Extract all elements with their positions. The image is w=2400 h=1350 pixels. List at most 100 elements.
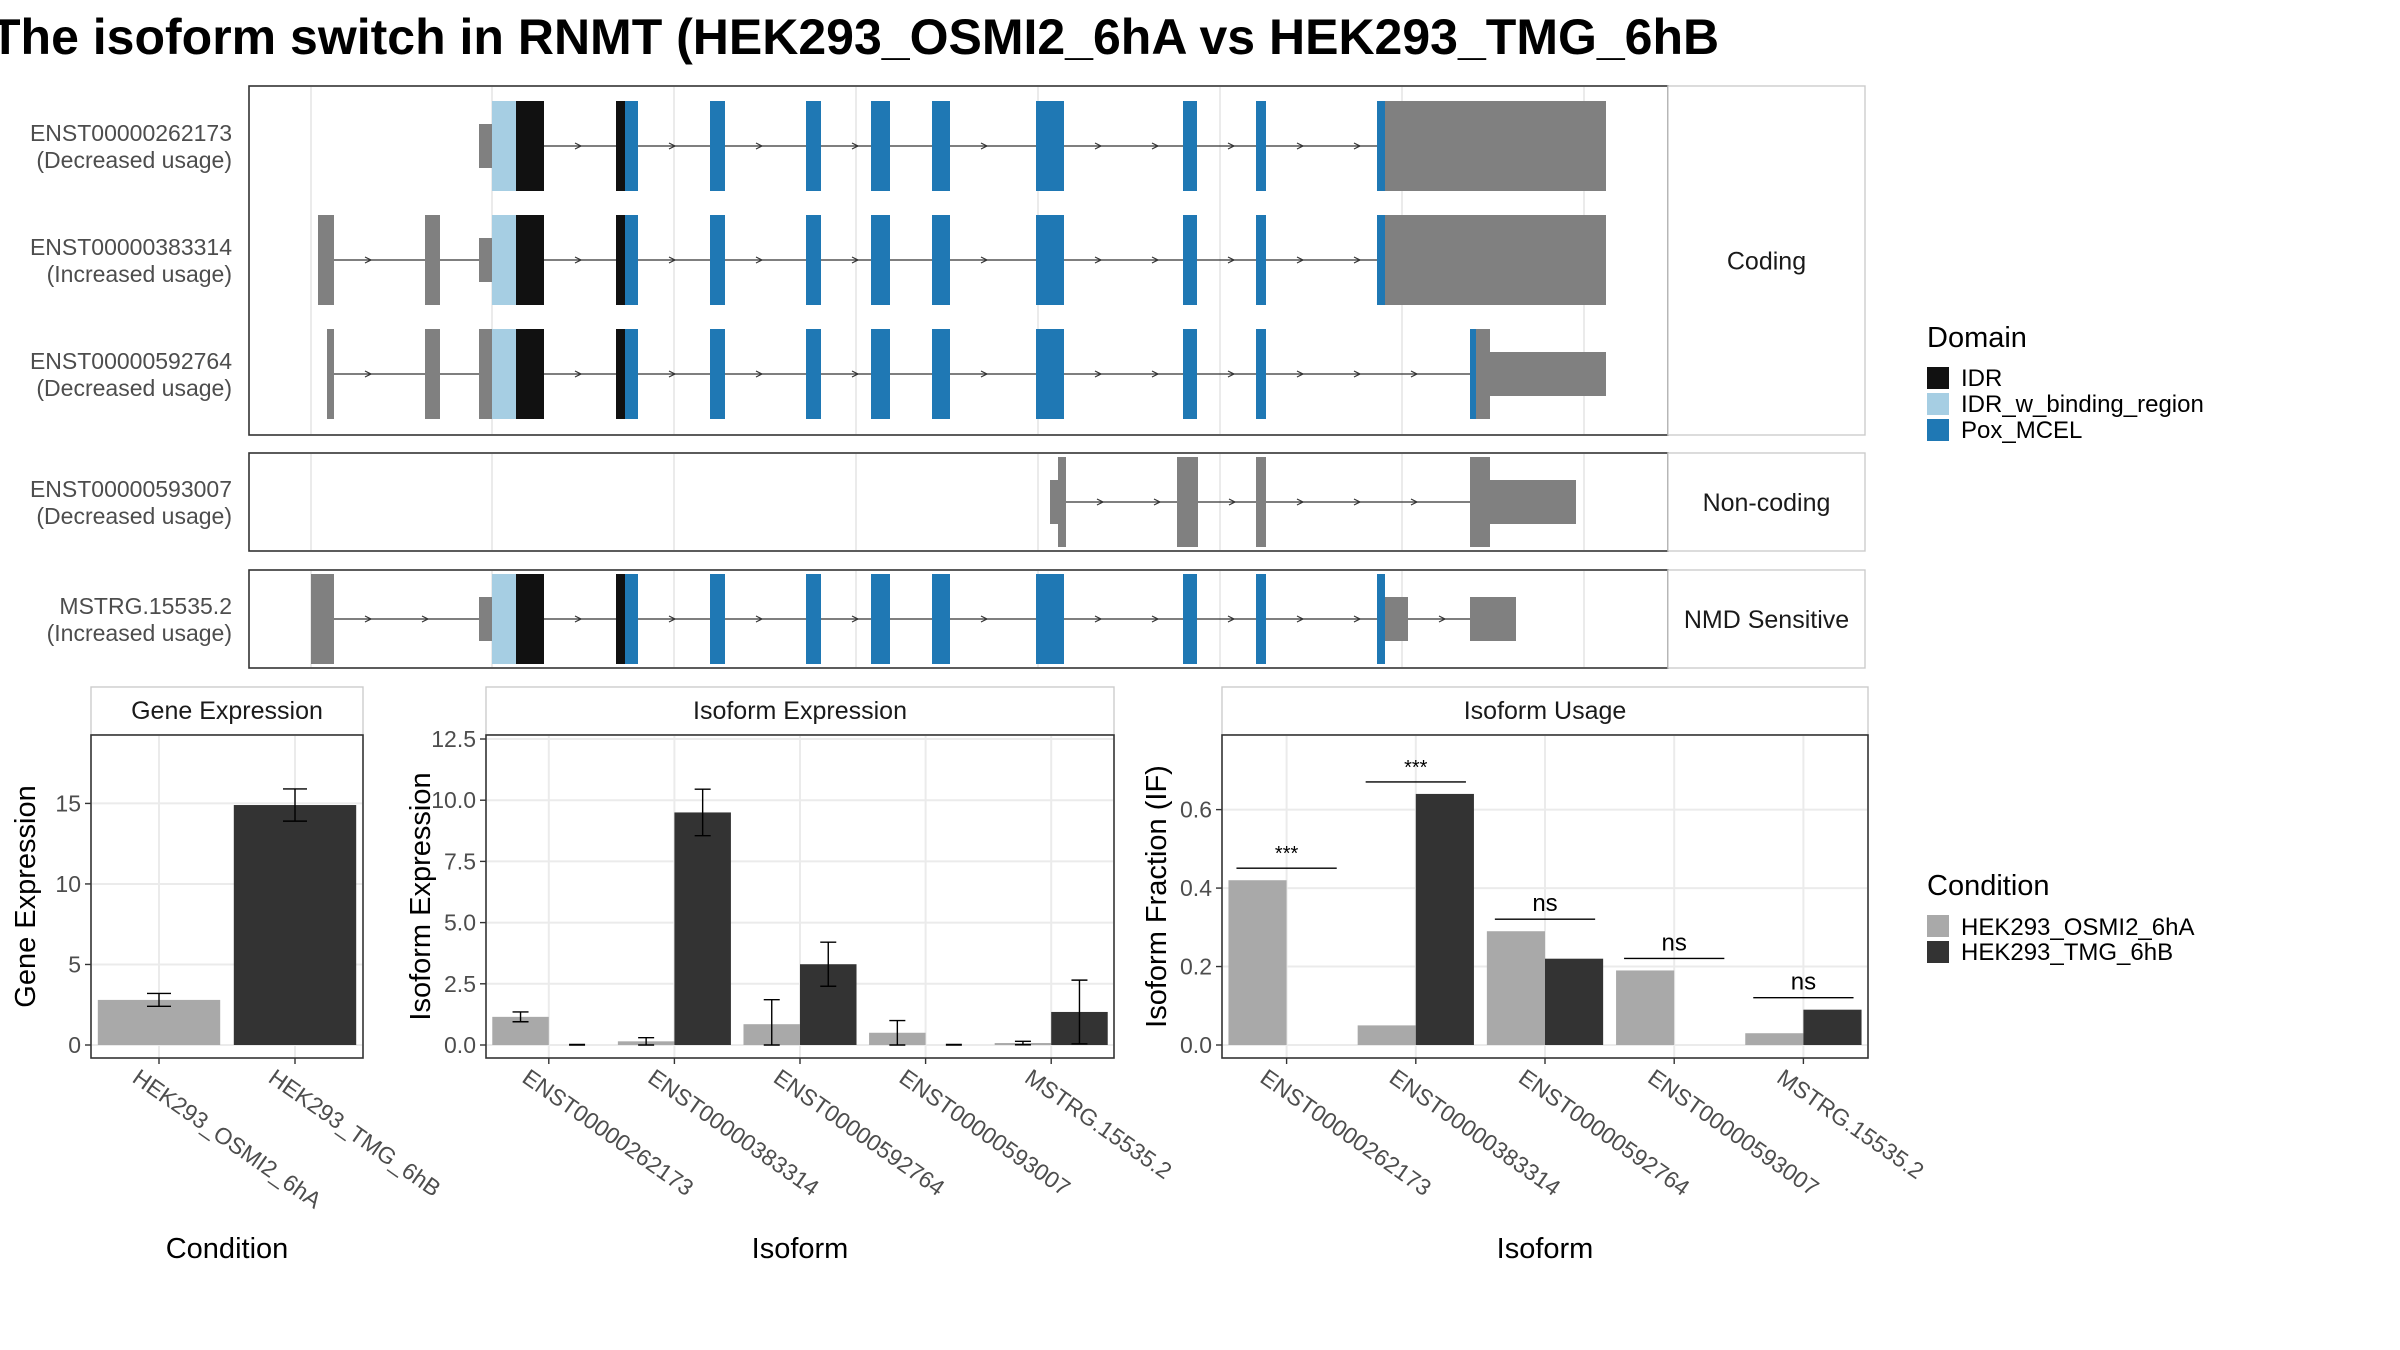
exon-block-utr: [1385, 101, 1606, 191]
legend-label-hek293-tmg-6hb: HEK293_TMG_6hB: [1961, 939, 2173, 966]
y-tick-label: 7.5: [444, 848, 476, 874]
strand-arrow: [980, 142, 989, 150]
bar-chart-1: Gene Expression 0 5 10 15 Gene Expression Cond…: [10, 686, 446, 1265]
y-tick-label: 0.2: [1180, 954, 1212, 980]
y-tick-label: 0.0: [444, 1032, 476, 1058]
exon-block-pox-mcel: [1256, 329, 1266, 419]
error-bar: [1071, 979, 1088, 1045]
exon-block-pox-mcel: [806, 215, 821, 305]
strand-arrow: [1296, 615, 1305, 623]
exon-block-idr: [516, 329, 544, 419]
legend-key-pox-mcel: [1927, 419, 1949, 441]
exon-block-pox-mcel: [710, 574, 725, 664]
transcript-id-label: ENST00000383314: [30, 234, 232, 260]
bar: [233, 805, 357, 1045]
transcript-usage-label: (Decreased usage): [36, 147, 232, 173]
exon-block-pox-mcel: [1183, 329, 1197, 419]
exon-block-pox-mcel: [806, 574, 821, 664]
strand-arrow: [1227, 142, 1236, 150]
exon-block-pox-mcel: [1256, 215, 1266, 305]
transcript-model: [1050, 457, 1576, 547]
bar-chart-3: Isoform Usage 0.0 0.2 0.4 0.6 Isoform Fractio…: [1141, 686, 1929, 1265]
exon-block-utr: [1058, 457, 1066, 547]
exon-block-pox-mcel: [1183, 215, 1197, 305]
exon-block-pox-mcel: [625, 574, 638, 664]
chart-title-strip: [1221, 686, 1869, 736]
y-tick-label: 0.0: [1180, 1032, 1212, 1058]
strand-arrow: [1094, 256, 1103, 264]
legend-label-idr: IDR: [1961, 365, 2002, 392]
strand-arrow: [851, 256, 860, 264]
y-tick-label: 12.5: [431, 726, 476, 752]
exon-block-utr: [1177, 457, 1198, 547]
y-tick-label: 5.0: [444, 910, 476, 936]
transcript-structure-panel: Coding Non-coding NMD Sensitive ENST0000026…: [30, 85, 1866, 669]
chart-title: Isoform Usage: [1464, 697, 1627, 725]
bar: [1745, 1033, 1804, 1045]
exon-block-pox-mcel: [625, 215, 638, 305]
error-bar: [763, 999, 780, 1046]
exon-block-utr: [1490, 480, 1576, 524]
condition-legend-title: Condition: [1927, 870, 2050, 902]
significance-label: ***: [1275, 843, 1299, 865]
transcript-id-label: ENST00000592764: [30, 348, 232, 374]
facet-strip: [1667, 569, 1866, 669]
exon-block-utr: [425, 329, 440, 419]
significance-label: ns: [1791, 969, 1816, 996]
x-axis-label: Condition: [166, 1233, 289, 1265]
strand-arrow: [668, 370, 677, 378]
strand-arrow: [980, 370, 989, 378]
exon-block-pox-mcel: [1036, 101, 1064, 191]
exon-block-utr: [1385, 215, 1606, 305]
y-tick-label: 15: [55, 790, 81, 816]
error-bar: [283, 788, 307, 822]
exon-block-pox-mcel: [1036, 574, 1064, 664]
exon-block-idr-w-binding-region: [500, 101, 516, 191]
exon-block-idr-w-binding-region: [500, 329, 516, 419]
y-tick-label: 0.4: [1180, 875, 1212, 901]
bar: [97, 999, 221, 1045]
exon-block-pox-mcel: [710, 215, 725, 305]
strand-arrow: [1094, 615, 1103, 623]
bar: [674, 812, 731, 1045]
transcript-usage-label: (Decreased usage): [36, 375, 232, 401]
strand-arrow: [574, 370, 583, 378]
strand-arrow: [364, 256, 373, 264]
strand-arrow: [574, 256, 583, 264]
exon-block-utr: [318, 215, 334, 305]
transcript-usage-label: (Increased usage): [47, 620, 232, 646]
y-tick-label: 0.6: [1180, 797, 1212, 823]
exon-block-pox-mcel: [871, 329, 890, 419]
exon-block-idr-w-binding-region: [492, 329, 500, 419]
exon-block-utr: [1470, 457, 1490, 547]
exon-block-utr: [1256, 457, 1266, 547]
strand-arrow: [851, 615, 860, 623]
significance-label: ***: [1404, 757, 1428, 779]
exon-block-pox-mcel: [1036, 329, 1064, 419]
strand-arrow: [1227, 615, 1236, 623]
legend-key-idr-w-binding-region: [1927, 393, 1949, 415]
error-bar: [512, 1011, 529, 1023]
bar: [1228, 880, 1287, 1045]
error-bar: [889, 1019, 906, 1046]
exon-block-pox-mcel: [1470, 329, 1476, 419]
bar: [1357, 1025, 1416, 1045]
facet-label: Non-coding: [1703, 489, 1831, 517]
exon-block-utr: [479, 597, 492, 641]
legend-key-idr: [1927, 367, 1949, 389]
exon-block-idr-w-binding-region: [492, 574, 500, 664]
strand-arrow: [1094, 142, 1103, 150]
strand-arrow: [851, 142, 860, 150]
legend-label-idr-w-binding-region: IDR_w_binding_region: [1961, 391, 2204, 418]
transcript-id-label: ENST00000262173: [30, 120, 232, 146]
strand-arrow: [755, 256, 764, 264]
strand-arrow: [1353, 615, 1362, 623]
exon-block-idr: [616, 101, 625, 191]
strand-arrow: [1296, 370, 1305, 378]
strand-arrow: [1353, 370, 1362, 378]
exon-block-pox-mcel: [932, 215, 950, 305]
y-tick-label: 0: [68, 1032, 81, 1058]
facet-label: Coding: [1727, 248, 1806, 276]
bar: [1803, 1009, 1862, 1045]
